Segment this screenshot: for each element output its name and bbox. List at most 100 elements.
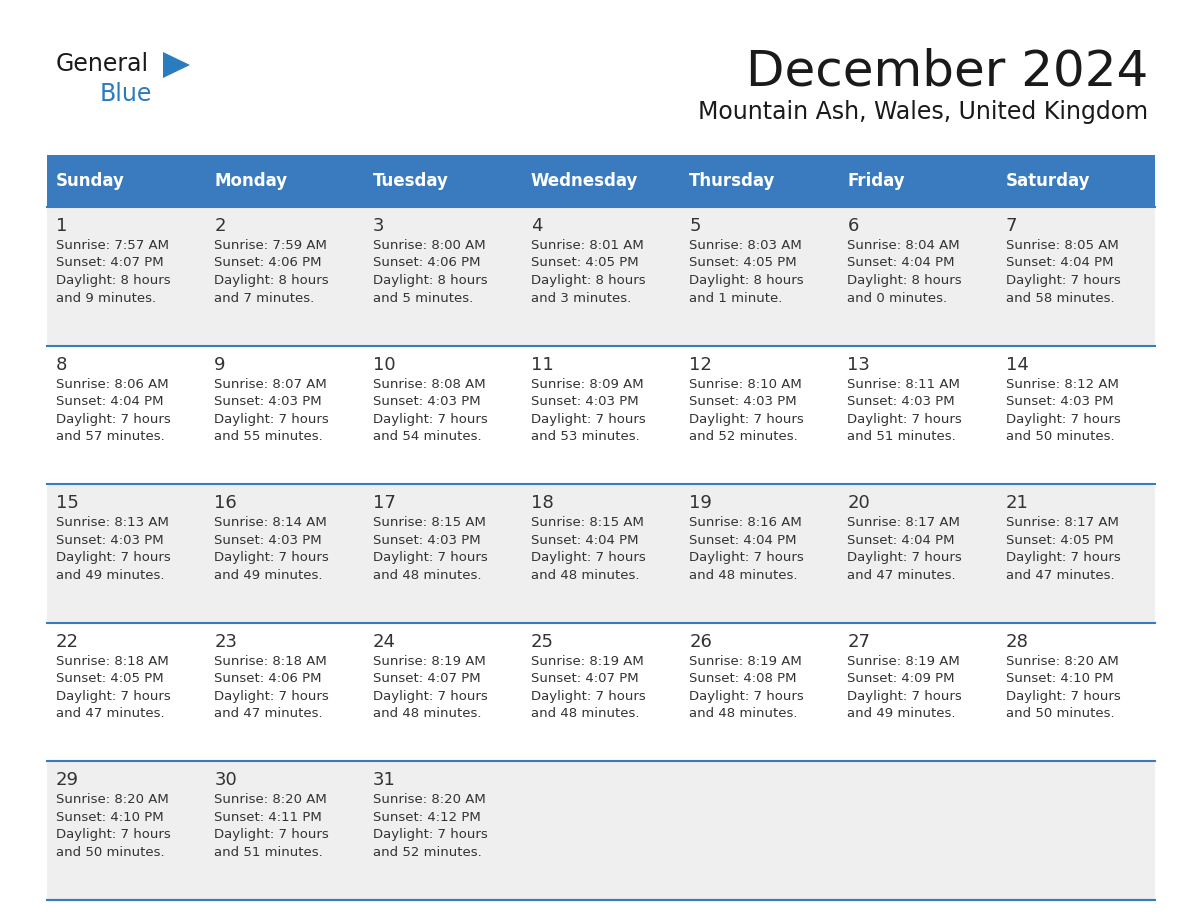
Text: 29: 29 xyxy=(56,771,78,789)
Text: Sunrise: 8:16 AM: Sunrise: 8:16 AM xyxy=(689,516,802,529)
Text: and 49 minutes.: and 49 minutes. xyxy=(56,568,164,582)
Text: Daylight: 8 hours: Daylight: 8 hours xyxy=(214,274,329,287)
Text: Sunset: 4:05 PM: Sunset: 4:05 PM xyxy=(1006,533,1113,547)
Text: Daylight: 7 hours: Daylight: 7 hours xyxy=(847,412,962,426)
Text: Daylight: 7 hours: Daylight: 7 hours xyxy=(689,689,804,703)
Text: Daylight: 8 hours: Daylight: 8 hours xyxy=(56,274,171,287)
Text: Sunrise: 8:05 AM: Sunrise: 8:05 AM xyxy=(1006,239,1118,252)
Text: 25: 25 xyxy=(531,633,554,651)
Bar xyxy=(839,622,997,761)
Text: Friday: Friday xyxy=(847,172,905,190)
Text: 20: 20 xyxy=(847,494,870,512)
Text: Sunrise: 8:13 AM: Sunrise: 8:13 AM xyxy=(56,516,169,529)
Text: Sunset: 4:06 PM: Sunset: 4:06 PM xyxy=(214,256,322,270)
Bar xyxy=(997,155,1155,207)
Bar xyxy=(839,345,997,484)
Bar xyxy=(48,155,206,207)
Text: Sunset: 4:10 PM: Sunset: 4:10 PM xyxy=(56,811,164,823)
Text: and 50 minutes.: and 50 minutes. xyxy=(1006,707,1114,721)
Bar xyxy=(206,761,364,900)
Text: 2: 2 xyxy=(214,217,226,235)
Text: Blue: Blue xyxy=(100,82,152,106)
Text: Sunset: 4:10 PM: Sunset: 4:10 PM xyxy=(1006,672,1113,686)
Text: Sunrise: 8:03 AM: Sunrise: 8:03 AM xyxy=(689,239,802,252)
Text: Sunrise: 7:57 AM: Sunrise: 7:57 AM xyxy=(56,239,169,252)
Bar xyxy=(364,155,522,207)
Text: 6: 6 xyxy=(847,217,859,235)
Text: Daylight: 7 hours: Daylight: 7 hours xyxy=(1006,551,1120,565)
Text: Daylight: 8 hours: Daylight: 8 hours xyxy=(373,274,487,287)
Text: December 2024: December 2024 xyxy=(746,48,1148,96)
Text: Sunset: 4:05 PM: Sunset: 4:05 PM xyxy=(689,256,797,270)
Text: Wednesday: Wednesday xyxy=(531,172,638,190)
Text: 26: 26 xyxy=(689,633,712,651)
Text: Sunset: 4:07 PM: Sunset: 4:07 PM xyxy=(56,256,164,270)
Text: Sunrise: 8:18 AM: Sunrise: 8:18 AM xyxy=(214,655,327,667)
Text: Sunrise: 8:07 AM: Sunrise: 8:07 AM xyxy=(214,377,327,390)
Text: Sunset: 4:03 PM: Sunset: 4:03 PM xyxy=(689,395,797,409)
Text: Daylight: 8 hours: Daylight: 8 hours xyxy=(847,274,962,287)
Bar xyxy=(681,484,839,622)
Text: 12: 12 xyxy=(689,355,712,374)
Bar xyxy=(522,761,681,900)
Text: Daylight: 7 hours: Daylight: 7 hours xyxy=(214,551,329,565)
Text: Sunset: 4:04 PM: Sunset: 4:04 PM xyxy=(689,533,797,547)
Text: Sunrise: 8:06 AM: Sunrise: 8:06 AM xyxy=(56,377,169,390)
Bar xyxy=(681,761,839,900)
Bar xyxy=(997,484,1155,622)
Text: Sunrise: 8:15 AM: Sunrise: 8:15 AM xyxy=(373,516,486,529)
Text: 3: 3 xyxy=(373,217,384,235)
Text: 7: 7 xyxy=(1006,217,1017,235)
Text: and 47 minutes.: and 47 minutes. xyxy=(1006,568,1114,582)
Text: Sunset: 4:03 PM: Sunset: 4:03 PM xyxy=(847,395,955,409)
Bar xyxy=(681,345,839,484)
Bar xyxy=(364,622,522,761)
Text: Daylight: 7 hours: Daylight: 7 hours xyxy=(689,412,804,426)
Text: and 9 minutes.: and 9 minutes. xyxy=(56,292,156,305)
Text: and 49 minutes.: and 49 minutes. xyxy=(214,568,323,582)
Text: Daylight: 7 hours: Daylight: 7 hours xyxy=(373,828,487,842)
Bar xyxy=(522,622,681,761)
Text: Sunrise: 8:20 AM: Sunrise: 8:20 AM xyxy=(56,793,169,806)
Text: 30: 30 xyxy=(214,771,238,789)
Text: Daylight: 7 hours: Daylight: 7 hours xyxy=(56,412,171,426)
Text: Sunrise: 7:59 AM: Sunrise: 7:59 AM xyxy=(214,239,327,252)
Text: Daylight: 7 hours: Daylight: 7 hours xyxy=(1006,689,1120,703)
Text: Sunrise: 8:01 AM: Sunrise: 8:01 AM xyxy=(531,239,644,252)
Text: and 48 minutes.: and 48 minutes. xyxy=(531,568,639,582)
Text: Daylight: 7 hours: Daylight: 7 hours xyxy=(373,551,487,565)
Bar xyxy=(522,484,681,622)
Text: and 47 minutes.: and 47 minutes. xyxy=(56,707,165,721)
Text: 21: 21 xyxy=(1006,494,1029,512)
Text: Saturday: Saturday xyxy=(1006,172,1091,190)
Text: Sunrise: 8:19 AM: Sunrise: 8:19 AM xyxy=(531,655,644,667)
Text: and 54 minutes.: and 54 minutes. xyxy=(373,431,481,443)
Bar xyxy=(681,622,839,761)
Text: and 3 minutes.: and 3 minutes. xyxy=(531,292,631,305)
Bar xyxy=(48,207,206,345)
Text: 22: 22 xyxy=(56,633,78,651)
Text: Monday: Monday xyxy=(214,172,287,190)
Text: and 50 minutes.: and 50 minutes. xyxy=(1006,431,1114,443)
Text: Daylight: 7 hours: Daylight: 7 hours xyxy=(56,689,171,703)
Text: Mountain Ash, Wales, United Kingdom: Mountain Ash, Wales, United Kingdom xyxy=(697,100,1148,124)
Text: and 5 minutes.: and 5 minutes. xyxy=(373,292,473,305)
Text: 18: 18 xyxy=(531,494,554,512)
Text: and 58 minutes.: and 58 minutes. xyxy=(1006,292,1114,305)
Bar xyxy=(48,761,206,900)
Bar xyxy=(206,155,364,207)
Bar xyxy=(839,761,997,900)
Text: 27: 27 xyxy=(847,633,871,651)
Text: Sunrise: 8:15 AM: Sunrise: 8:15 AM xyxy=(531,516,644,529)
Bar xyxy=(206,345,364,484)
Text: Sunrise: 8:00 AM: Sunrise: 8:00 AM xyxy=(373,239,485,252)
Text: and 57 minutes.: and 57 minutes. xyxy=(56,431,165,443)
Text: Tuesday: Tuesday xyxy=(373,172,448,190)
Text: Sunrise: 8:08 AM: Sunrise: 8:08 AM xyxy=(373,377,485,390)
Bar xyxy=(681,207,839,345)
Text: and 50 minutes.: and 50 minutes. xyxy=(56,845,165,859)
Bar xyxy=(997,207,1155,345)
Text: Daylight: 7 hours: Daylight: 7 hours xyxy=(373,689,487,703)
Text: Daylight: 7 hours: Daylight: 7 hours xyxy=(1006,412,1120,426)
Text: Daylight: 7 hours: Daylight: 7 hours xyxy=(373,412,487,426)
